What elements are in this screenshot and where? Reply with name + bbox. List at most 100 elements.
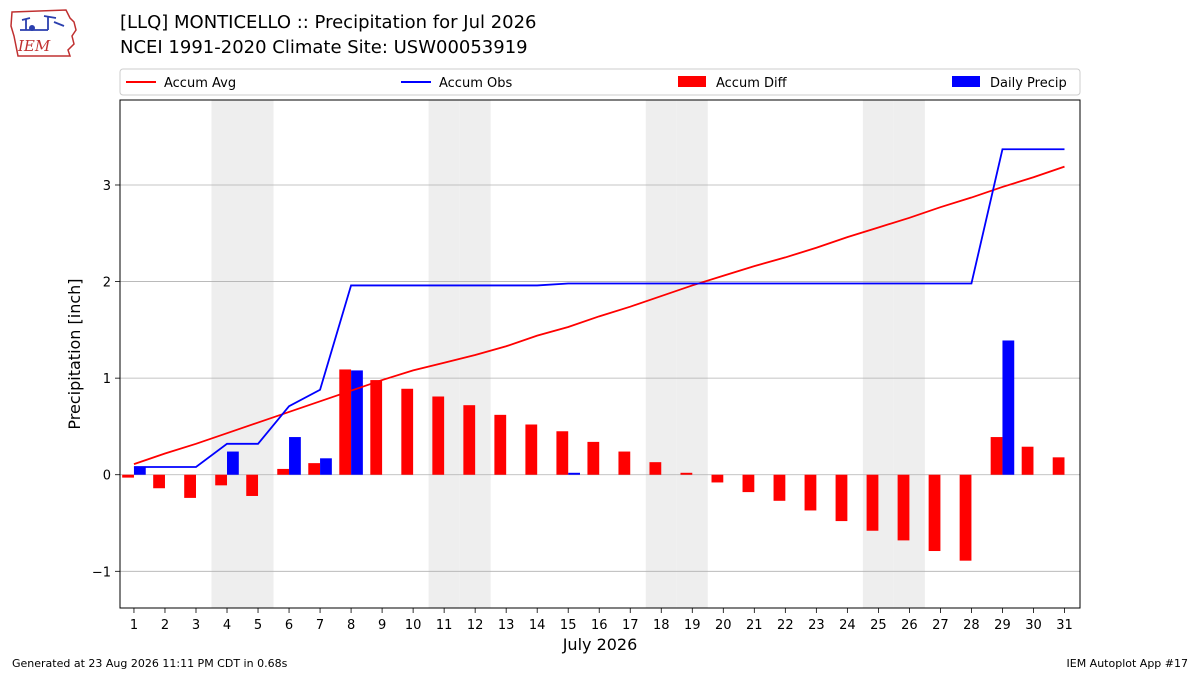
x-tick-label: 20 [715,618,732,633]
x-tick-label: 4 [223,618,231,633]
y-tick-label: 1 [103,372,111,387]
x-tick-label: 19 [684,618,701,633]
page-subtitle: NCEI 1991-2020 Climate Site: USW00053919 [120,37,528,58]
y-tick-label: 0 [103,469,111,484]
legend-label: Accum Obs [439,76,512,91]
daily-precip-bar [1002,340,1015,475]
accum-diff-bar [804,474,817,511]
footer-generated: Generated at 23 Aug 2026 11:11 PM CDT in… [12,657,288,670]
y-axis-label: Precipitation [inch] [65,278,84,429]
accum-diff-bar [556,431,569,475]
accum-diff-bar [277,468,290,475]
accum-diff-bar [587,441,600,475]
x-tick-label: 22 [777,618,794,633]
accum-diff-bar [246,474,259,496]
logo-text: IEM [17,37,51,55]
weekend-band [459,100,491,608]
x-tick-label: 11 [436,618,453,633]
daily-precip-bar [320,458,332,475]
accum-diff-bar [711,474,724,483]
weekend-band [428,100,460,608]
x-tick-label: 27 [932,618,949,633]
accum-diff-bar [494,414,507,475]
iem-logo: IEM [10,9,77,57]
accum-diff-bar [835,474,848,522]
weekend-band [676,100,708,608]
y-tick-label: 3 [103,179,111,194]
weekend-band [211,100,243,608]
accum-diff-bar [215,474,228,486]
x-tick-label: 9 [378,618,386,633]
legend-patch-swatch [952,76,980,87]
accum-diff-bar [959,474,972,561]
x-tick-label: 5 [254,618,262,633]
x-tick-label: 10 [405,618,422,633]
x-tick-label: 17 [622,618,639,633]
x-tick-label: 29 [994,618,1011,633]
accum-diff-bar [742,474,755,493]
x-tick-label: 12 [467,618,484,633]
weekend-band [645,100,677,608]
x-tick-label: 18 [653,618,670,633]
x-tick-label: 21 [746,618,763,633]
accum-diff-bar [308,463,321,475]
accum-diff-bar [153,474,165,489]
accum-diff-bar [1052,457,1065,475]
x-tick-label: 25 [870,618,887,633]
legend-label: Daily Precip [990,76,1067,91]
x-tick-label: 30 [1025,618,1042,633]
accum-diff-bar [122,474,134,478]
daily-precip-bar [568,472,580,475]
x-tick-label: 3 [192,618,200,633]
legend-box [119,68,1081,96]
accum-diff-bar [680,472,693,475]
accum-diff-bar [649,462,662,475]
accum-diff-bar [184,474,196,498]
x-tick-label: 16 [591,618,608,633]
accum-diff-bar [339,369,352,475]
x-tick-label: 2 [161,618,169,633]
x-tick-label: 28 [963,618,980,633]
x-tick-label: 6 [285,618,293,633]
accum-diff-bar [928,474,941,552]
x-tick-label: 1 [130,618,138,633]
weekend-band [242,100,274,608]
x-tick-label: 23 [808,618,825,633]
iowa-outline-icon [10,9,77,57]
accum-diff-bar [401,388,414,475]
daily-precip-bar [227,451,239,475]
x-tick-label: 26 [901,618,918,633]
y-tick-label: 2 [103,276,111,291]
x-tick-label: 14 [529,618,546,633]
x-tick-label: 15 [560,618,577,633]
accum-diff-bar [866,474,879,531]
accum-avg-line [133,165,1065,465]
accum-diff-bar [897,474,910,541]
x-tick-label: 7 [316,618,324,633]
y-tick-label: −1 [92,565,111,580]
daily-precip-bar [289,437,301,475]
footer-app: IEM Autoplot App #17 [1066,657,1189,670]
x-tick-label: 31 [1056,618,1073,633]
daily-precip-bar [351,370,363,475]
accum-obs-line [133,148,1065,468]
x-axis-label: July 2026 [562,635,638,654]
legend-label: Accum Avg [164,76,236,91]
x-tick-label: 24 [839,618,856,633]
x-tick-label: 8 [347,618,355,633]
plot-frame [119,99,1081,609]
accum-diff-bar [618,451,631,475]
accum-diff-bar [773,474,786,501]
legend-label: Accum Diff [716,76,788,91]
page-title: [LLQ] MONTICELLO :: Precipitation for Ju… [120,12,537,33]
accum-diff-bar [432,396,445,475]
legend-patch-swatch [678,76,706,87]
accum-diff-bar [463,405,476,475]
accum-diff-bar [370,380,383,475]
daily-precip-bar [133,466,146,475]
accum-diff-bar [990,437,1003,475]
weekend-band [862,100,894,608]
x-tick-label: 13 [498,618,515,633]
accum-diff-bar [525,424,538,475]
